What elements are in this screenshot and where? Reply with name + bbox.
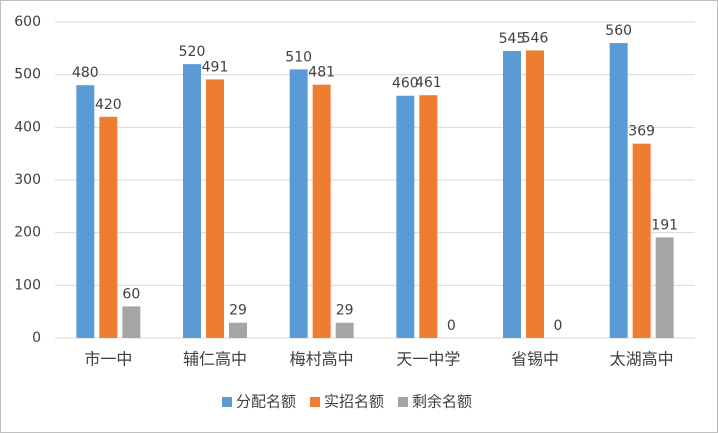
bar: [206, 79, 224, 338]
x-tick-label: 市一中: [84, 350, 132, 369]
x-tick-label: 梅村高中: [290, 350, 354, 369]
value-label: 29: [229, 303, 247, 319]
x-tick-label: 辅仁高中: [183, 350, 247, 369]
bar: [609, 43, 628, 339]
y-tick-label: 500: [14, 67, 41, 83]
y-tick-label: 0: [32, 330, 41, 346]
value-label: 0: [554, 318, 563, 334]
bar: [122, 306, 141, 338]
value-label: 461: [415, 75, 442, 91]
y-tick-label: 600: [14, 14, 41, 30]
value-label: 545: [499, 31, 526, 47]
bar: [312, 84, 331, 338]
bar: [99, 116, 118, 338]
value-label: 520: [179, 44, 206, 60]
value-label: 510: [285, 49, 312, 65]
value-label: 546: [522, 30, 549, 46]
value-label: 560: [605, 23, 632, 39]
y-tick-label: 100: [14, 277, 41, 293]
legend-swatch: [398, 397, 408, 407]
bar: [335, 322, 354, 338]
bar: [526, 50, 544, 338]
bar: [183, 64, 201, 338]
legend-label: 分配名额: [236, 393, 296, 411]
value-label: 491: [202, 59, 229, 75]
value-label: 481: [308, 65, 335, 81]
bar: [503, 50, 521, 338]
bar: [289, 69, 308, 339]
y-tick-label: 300: [14, 172, 41, 188]
x-tick-label: 天一中学: [396, 350, 460, 369]
legend-swatch: [310, 397, 320, 407]
bar: [419, 95, 438, 338]
bar: [396, 95, 415, 338]
value-label: 369: [628, 124, 655, 140]
bar: [655, 237, 674, 338]
bar: [76, 85, 95, 338]
value-label: 29: [336, 303, 354, 319]
value-label: 0: [447, 318, 456, 334]
legend-label: 剩余名额: [412, 393, 472, 411]
value-label: 420: [95, 97, 122, 113]
value-label: 480: [72, 65, 99, 81]
legend-swatch: [222, 397, 232, 407]
x-tick-label: 省锡中: [511, 350, 559, 369]
value-label: 191: [651, 217, 678, 233]
y-tick-label: 200: [14, 225, 41, 241]
y-tick-label: 400: [14, 119, 41, 135]
legend-label: 实招名额: [324, 393, 384, 411]
value-label: 460: [392, 76, 419, 92]
x-tick-label: 太湖高中: [610, 350, 674, 369]
bar: [632, 143, 651, 338]
value-label: 60: [122, 286, 140, 302]
bar: [229, 322, 247, 338]
